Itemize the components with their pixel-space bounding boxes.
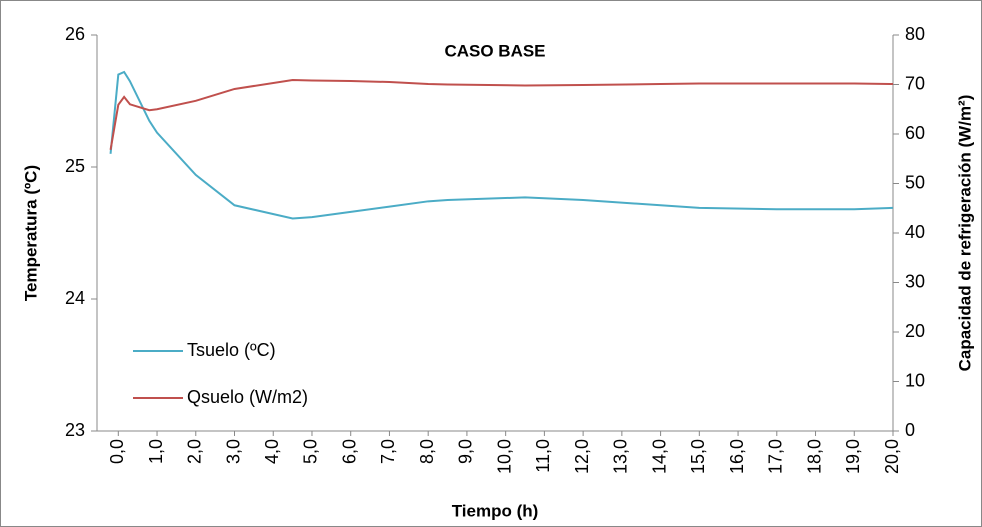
- y-axis-title: Temperatura (ºC): [21, 165, 40, 301]
- series-line: [109, 79, 894, 151]
- x-tick-label: 1,0: [146, 439, 166, 464]
- x-tick-label: 0,0: [107, 439, 127, 464]
- x-tick-label: 17,0: [766, 439, 786, 474]
- y2-tick-label: 60: [905, 123, 925, 143]
- x-tick-label: 6,0: [339, 439, 359, 464]
- legend-label: Tsuelo (ºC): [187, 340, 276, 360]
- x-tick-label: 12,0: [572, 439, 592, 474]
- y2-tick-label: 80: [905, 24, 925, 44]
- x-tick-label: 15,0: [688, 439, 708, 474]
- y2-tick-label: 20: [905, 321, 925, 341]
- x-tick-label: 18,0: [804, 439, 824, 474]
- y-tick-label: 25: [65, 156, 85, 176]
- x-tick-label: 11,0: [533, 439, 553, 473]
- chart-title: CASO BASE: [444, 41, 545, 60]
- series-line: [109, 70, 894, 220]
- x-tick-label: 8,0: [417, 439, 437, 464]
- x-tick-label: 9,0: [456, 439, 476, 464]
- y-tick-label: 26: [65, 24, 85, 44]
- x-tick-label: 4,0: [262, 439, 282, 464]
- y-tick-label: 24: [65, 288, 85, 308]
- x-tick-label: 3,0: [223, 439, 243, 464]
- y2-axis-title: Capacidad de refrigeración (W/m²): [955, 95, 974, 372]
- y2-tick-label: 10: [905, 370, 925, 390]
- y-tick-label: 23: [65, 420, 85, 440]
- x-tick-label: 20,0: [882, 439, 902, 474]
- x-tick-label: 7,0: [378, 439, 398, 464]
- y2-tick-label: 0: [905, 420, 915, 440]
- legend-label: Qsuelo (W/m2): [187, 387, 308, 407]
- x-tick-label: 10,0: [494, 439, 514, 474]
- x-tick-label: 5,0: [301, 439, 321, 464]
- y2-tick-label: 70: [905, 73, 925, 93]
- y2-tick-label: 50: [905, 172, 925, 192]
- x-tick-label: 19,0: [843, 439, 863, 474]
- x-tick-label: 14,0: [649, 439, 669, 474]
- x-axis-title: Tiempo (h): [452, 501, 539, 520]
- x-tick-label: 13,0: [611, 439, 631, 474]
- x-tick-label: 2,0: [185, 439, 205, 464]
- y2-tick-label: 30: [905, 271, 925, 291]
- x-tick-label: 16,0: [727, 439, 747, 474]
- y2-tick-label: 40: [905, 222, 925, 242]
